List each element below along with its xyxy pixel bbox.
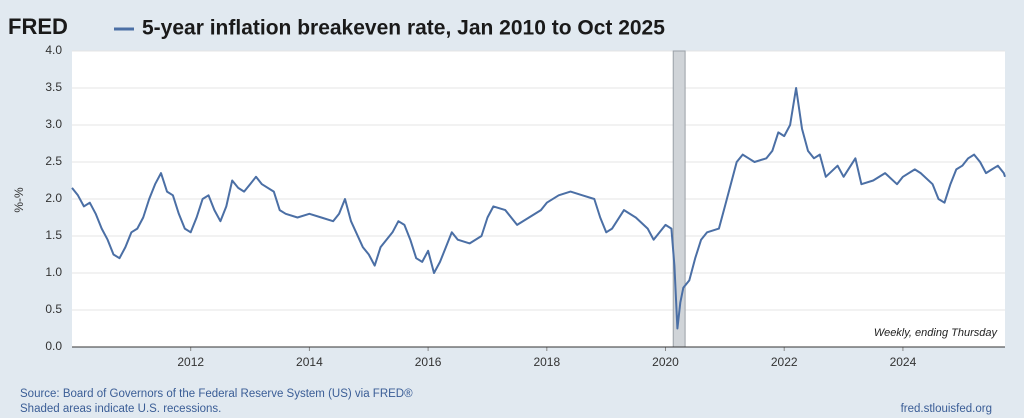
y-tick-label: 1.0 bbox=[45, 265, 62, 279]
y-tick-label: 2.0 bbox=[45, 191, 62, 205]
note: Weekly, ending Thursday bbox=[874, 327, 999, 339]
series-line bbox=[71, 87, 1006, 330]
x-tick-label: 2024 bbox=[890, 355, 917, 369]
y-tick-label: 0.0 bbox=[45, 339, 62, 353]
y-tick-label: 3.0 bbox=[45, 117, 62, 131]
x-tick-label: 2018 bbox=[533, 355, 560, 369]
logo: FRED bbox=[8, 14, 68, 39]
x-tick-label: 2012 bbox=[177, 355, 204, 369]
y-axis-label: %-% bbox=[12, 187, 26, 213]
y-tick-label: 1.5 bbox=[45, 228, 62, 242]
y-tick-label: 4.0 bbox=[45, 43, 62, 57]
y-tick-label: 3.5 bbox=[45, 80, 62, 94]
recession-band bbox=[672, 50, 686, 348]
site: fred.stlouisfed.org bbox=[901, 403, 992, 415]
x-tick-label: 2016 bbox=[415, 355, 442, 369]
x-tick-label: 2020 bbox=[652, 355, 679, 369]
source: Source: Board of Governors of the Federa… bbox=[20, 388, 413, 400]
x-tick-label: 2022 bbox=[771, 355, 798, 369]
x-tick-label: 2014 bbox=[296, 355, 323, 369]
chart-title: 5-year inflation breakeven rate, Jan 201… bbox=[142, 17, 665, 40]
recession-note: Shaded areas indicate U.S. recessions. bbox=[20, 403, 221, 415]
y-tick-label: 0.5 bbox=[45, 302, 62, 316]
y-tick-label: 2.5 bbox=[45, 154, 62, 168]
